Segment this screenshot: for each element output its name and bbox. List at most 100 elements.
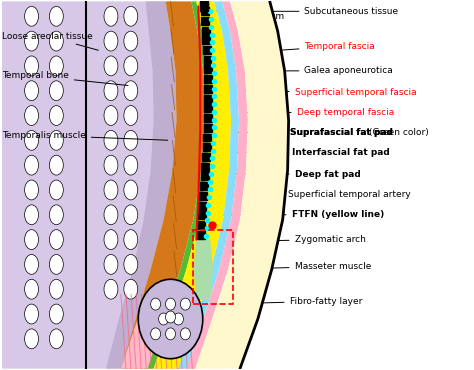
Bar: [204, 95, 212, 102]
Bar: [203, 56, 211, 64]
Text: Subcutaneous tissue: Subcutaneous tissue: [263, 7, 399, 16]
Ellipse shape: [151, 298, 161, 310]
Ellipse shape: [124, 255, 138, 274]
Bar: [201, 0, 208, 5]
Ellipse shape: [104, 31, 118, 51]
Ellipse shape: [25, 31, 38, 51]
Ellipse shape: [165, 311, 175, 323]
Polygon shape: [186, 1, 248, 369]
Bar: [203, 46, 211, 54]
Ellipse shape: [49, 255, 64, 274]
Text: Deep temporal fascia: Deep temporal fascia: [243, 108, 394, 117]
Bar: [201, 7, 209, 15]
Text: Temporalis muscle: Temporalis muscle: [2, 131, 168, 140]
Polygon shape: [2, 1, 176, 369]
Ellipse shape: [49, 205, 64, 225]
Ellipse shape: [159, 313, 169, 325]
Ellipse shape: [124, 81, 138, 101]
Ellipse shape: [25, 255, 38, 274]
Bar: [201, 3, 208, 11]
Ellipse shape: [124, 130, 138, 150]
Text: Pericranium: Pericranium: [207, 10, 284, 21]
Ellipse shape: [104, 255, 118, 274]
Ellipse shape: [104, 6, 118, 26]
Bar: [204, 65, 212, 73]
Ellipse shape: [49, 329, 64, 349]
Text: Interfascial fat pad: Interfascial fat pad: [235, 148, 389, 157]
Ellipse shape: [104, 56, 118, 76]
Polygon shape: [195, 1, 289, 369]
Text: Masseter muscle: Masseter muscle: [228, 262, 371, 271]
Ellipse shape: [124, 155, 138, 175]
Ellipse shape: [104, 180, 118, 200]
Bar: [197, 231, 204, 239]
Text: FTFN (yellow line): FTFN (yellow line): [223, 210, 384, 219]
Ellipse shape: [25, 180, 38, 200]
Ellipse shape: [173, 313, 183, 325]
Polygon shape: [121, 1, 205, 369]
Ellipse shape: [25, 329, 38, 349]
Ellipse shape: [25, 105, 38, 125]
Bar: [193, 230, 233, 304]
Ellipse shape: [49, 31, 64, 51]
Ellipse shape: [104, 105, 118, 125]
Ellipse shape: [104, 81, 118, 101]
Text: Loose areolar tissue: Loose areolar tissue: [2, 31, 98, 50]
Text: (Green color): (Green color): [369, 128, 429, 137]
Ellipse shape: [165, 328, 175, 340]
Bar: [204, 104, 212, 112]
Ellipse shape: [104, 230, 118, 249]
Ellipse shape: [25, 279, 38, 299]
Ellipse shape: [25, 230, 38, 249]
Ellipse shape: [124, 180, 138, 200]
Ellipse shape: [49, 130, 64, 150]
Ellipse shape: [165, 298, 175, 310]
Bar: [199, 192, 207, 200]
Bar: [204, 114, 212, 122]
Bar: [198, 211, 206, 219]
Ellipse shape: [49, 180, 64, 200]
Ellipse shape: [138, 279, 203, 359]
Ellipse shape: [181, 328, 191, 340]
Bar: [202, 27, 210, 34]
Text: Suprafascial fat pad: Suprafascial fat pad: [238, 128, 392, 137]
Bar: [201, 163, 210, 171]
Ellipse shape: [49, 230, 64, 249]
Ellipse shape: [25, 155, 38, 175]
Ellipse shape: [49, 6, 64, 26]
Ellipse shape: [25, 56, 38, 76]
Ellipse shape: [25, 6, 38, 26]
Polygon shape: [121, 289, 195, 369]
Ellipse shape: [49, 81, 64, 101]
Ellipse shape: [49, 155, 64, 175]
Text: Temporal fascia: Temporal fascia: [243, 41, 375, 53]
Text: Superficial temporal artery: Superficial temporal artery: [227, 191, 410, 199]
Ellipse shape: [181, 298, 191, 310]
Bar: [197, 221, 205, 229]
Polygon shape: [178, 1, 239, 369]
Ellipse shape: [124, 205, 138, 225]
Polygon shape: [148, 1, 210, 369]
Ellipse shape: [49, 56, 64, 76]
Ellipse shape: [104, 130, 118, 150]
Text: Deep fat pad: Deep fat pad: [231, 169, 360, 179]
Ellipse shape: [104, 155, 118, 175]
Polygon shape: [193, 240, 213, 299]
Bar: [198, 202, 206, 209]
Bar: [204, 75, 212, 83]
Ellipse shape: [104, 205, 118, 225]
Ellipse shape: [124, 230, 138, 249]
Ellipse shape: [124, 6, 138, 26]
Ellipse shape: [124, 56, 138, 76]
Ellipse shape: [151, 328, 161, 340]
Bar: [204, 124, 212, 132]
Ellipse shape: [124, 31, 138, 51]
Text: Superficial temporal fascia: Superficial temporal fascia: [246, 88, 416, 97]
Bar: [201, 172, 209, 180]
Text: Temporal bone: Temporal bone: [2, 71, 128, 85]
Ellipse shape: [49, 105, 64, 125]
Bar: [204, 85, 212, 93]
Ellipse shape: [124, 105, 138, 125]
Ellipse shape: [25, 205, 38, 225]
Ellipse shape: [49, 304, 64, 324]
